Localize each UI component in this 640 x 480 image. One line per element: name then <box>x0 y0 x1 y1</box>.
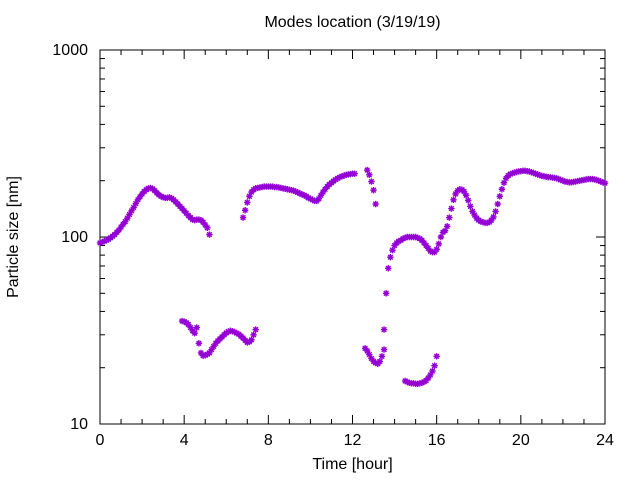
data-point <box>372 201 378 207</box>
x-tick-label: 8 <box>264 432 273 449</box>
data-point <box>194 324 200 330</box>
scatter-chart: 0 4 8 12 16 20 24 10 100 1000 <box>0 0 640 480</box>
data-point <box>385 265 391 271</box>
data-point <box>431 363 437 369</box>
data-point <box>383 290 389 296</box>
data-point <box>499 186 505 192</box>
tick-labels: 0 4 8 12 16 20 24 10 100 1000 <box>52 42 614 449</box>
data-point <box>368 178 374 184</box>
data-point <box>387 254 393 260</box>
data-point <box>244 199 250 205</box>
data-point <box>351 171 357 177</box>
data-point <box>242 207 248 213</box>
data-point <box>448 205 454 211</box>
x-tick-label: 4 <box>180 432 189 449</box>
y-axis-label: Particle size [nm] <box>5 176 23 298</box>
data-point <box>446 214 452 220</box>
data-point <box>490 214 496 220</box>
plot-frame <box>100 50 605 424</box>
y-tick-label: 1000 <box>52 42 88 59</box>
data-point <box>497 193 503 199</box>
x-tick-label: 12 <box>344 432 362 449</box>
x-tick-label: 16 <box>428 432 446 449</box>
data-point <box>444 223 450 229</box>
data-point <box>433 353 439 359</box>
data-point <box>191 330 197 336</box>
data-point <box>465 197 471 203</box>
data-point <box>381 346 387 352</box>
x-tick-label: 24 <box>596 432 614 449</box>
x-tick-label: 0 <box>96 432 105 449</box>
data-point <box>433 246 439 252</box>
data-point <box>602 180 608 186</box>
x-tick-label: 20 <box>512 432 530 449</box>
data-point <box>204 225 210 231</box>
chart-title: Modes location (3/19/19) <box>0 14 640 32</box>
tick-marks <box>100 50 605 424</box>
data-point <box>381 326 387 332</box>
data-point <box>494 201 500 207</box>
data-point <box>379 353 385 359</box>
y-tick-label: 100 <box>61 229 88 246</box>
data-point <box>450 197 456 203</box>
data-point <box>206 231 212 237</box>
data-point <box>436 241 442 247</box>
data-markers <box>97 167 608 387</box>
y-tick-label: 10 <box>70 416 88 433</box>
x-axis-label: Time [hour] <box>100 456 605 474</box>
data-point <box>196 340 202 346</box>
data-point <box>253 326 259 332</box>
data-point <box>366 172 372 178</box>
data-point <box>370 187 376 193</box>
data-point <box>492 208 498 214</box>
data-point <box>240 214 246 220</box>
